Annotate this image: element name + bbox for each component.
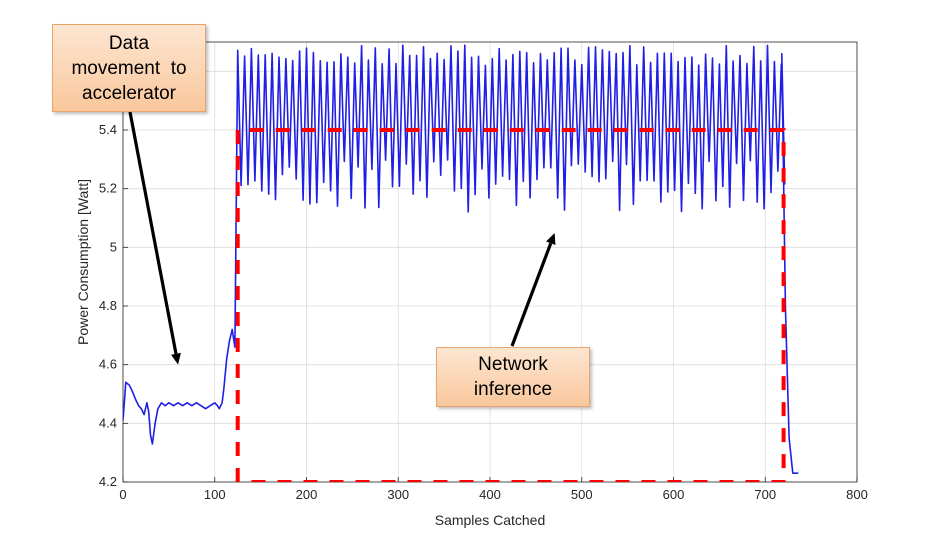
- y-tick-label: 5: [110, 239, 117, 254]
- x-tick-label: 600: [663, 487, 685, 502]
- annotation-net-line-2: inference: [473, 379, 553, 400]
- annotation-data-line-3: accelerator: [82, 82, 176, 104]
- x-tick-label: 800: [846, 487, 868, 502]
- annotation-net-line-1: Network: [478, 354, 548, 375]
- annotation-data-line-2: movement to: [71, 57, 187, 79]
- x-tick-label: 500: [571, 487, 593, 502]
- arrow-network-inference-head: [546, 233, 556, 246]
- y-tick-label: 4.8: [99, 298, 117, 313]
- arrow-data-movement-shaft: [128, 111, 178, 355]
- y-tick-label: 4.2: [99, 474, 117, 489]
- x-tick-label: 100: [204, 487, 226, 502]
- series-power-line: [123, 44, 799, 474]
- x-tick-label: 200: [296, 487, 318, 502]
- x-tick-label: 0: [119, 487, 126, 502]
- y-tick-label: 5.4: [99, 122, 117, 137]
- arrow-network-inference-shaft: [510, 242, 553, 347]
- series-inference-window: [235, 128, 786, 482]
- y-tick-label: 5.2: [99, 181, 117, 196]
- annotation-data-line-1: Data: [108, 32, 150, 54]
- series-area: [123, 44, 799, 482]
- x-tick-label: 700: [754, 487, 776, 502]
- y-tick-label: 4.6: [99, 357, 117, 372]
- x-axis-label: Samples Catched: [435, 512, 546, 528]
- annotation-network-inference: Network inference: [436, 347, 590, 407]
- arrow-data-movement-head: [171, 352, 181, 365]
- x-tick-label: 300: [387, 487, 409, 502]
- annotation-data-movement: Data movement to accelerator: [52, 24, 206, 112]
- axis-ticks: 0 100 200 300 400 500 600 700 800 4.2 4.4 4.6 4.8 5 5.…: [99, 63, 868, 502]
- y-axis-label: Power Consumption [Watt]: [75, 179, 91, 345]
- x-tick-label: 400: [479, 487, 501, 502]
- y-tick-label: 4.4: [99, 415, 117, 430]
- annotation-arrows: [128, 111, 556, 365]
